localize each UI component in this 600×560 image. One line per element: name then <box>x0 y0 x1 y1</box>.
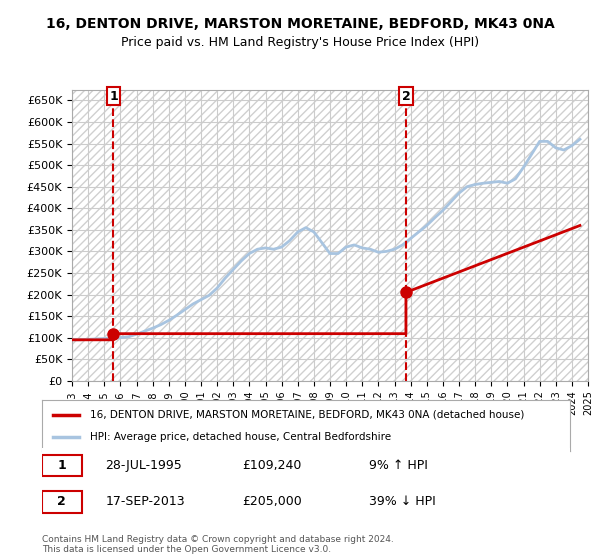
Text: Contains HM Land Registry data © Crown copyright and database right 2024.
This d: Contains HM Land Registry data © Crown c… <box>42 535 394 554</box>
Text: Price paid vs. HM Land Registry's House Price Index (HPI): Price paid vs. HM Land Registry's House … <box>121 36 479 49</box>
Text: 16, DENTON DRIVE, MARSTON MORETAINE, BEDFORD, MK43 0NA (detached house): 16, DENTON DRIVE, MARSTON MORETAINE, BED… <box>89 409 524 419</box>
Text: 1: 1 <box>57 459 66 472</box>
Text: £205,000: £205,000 <box>242 496 302 508</box>
Text: 28-JUL-1995: 28-JUL-1995 <box>106 459 182 472</box>
Text: 16, DENTON DRIVE, MARSTON MORETAINE, BEDFORD, MK43 0NA: 16, DENTON DRIVE, MARSTON MORETAINE, BED… <box>46 17 554 31</box>
Text: 1: 1 <box>109 90 118 102</box>
FancyBboxPatch shape <box>42 455 82 477</box>
Text: 17-SEP-2013: 17-SEP-2013 <box>106 496 185 508</box>
Text: 9% ↑ HPI: 9% ↑ HPI <box>370 459 428 472</box>
Text: 2: 2 <box>401 90 410 102</box>
FancyBboxPatch shape <box>42 491 82 513</box>
Text: £109,240: £109,240 <box>242 459 302 472</box>
Text: HPI: Average price, detached house, Central Bedfordshire: HPI: Average price, detached house, Cent… <box>89 432 391 442</box>
Text: 39% ↓ HPI: 39% ↓ HPI <box>370 496 436 508</box>
Text: 2: 2 <box>57 496 66 508</box>
